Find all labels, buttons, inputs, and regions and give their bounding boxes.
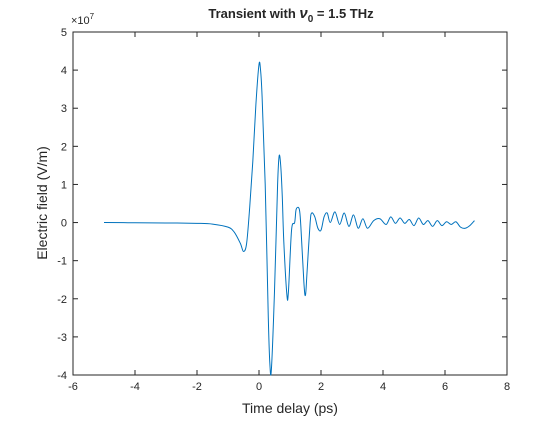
title-symbol: ν	[299, 5, 308, 22]
title-main: Transient with	[208, 6, 299, 21]
y-exponent-base: ×10	[71, 15, 90, 27]
x-tick-label: 0	[256, 381, 262, 393]
y-tick-label: 0	[61, 218, 67, 230]
series-line	[103, 61, 475, 376]
x-tick-label: 8	[504, 381, 510, 393]
y-tick-label: -2	[57, 294, 67, 306]
x-tick-label: 6	[442, 381, 448, 393]
x-tick-label: -6	[68, 381, 78, 393]
x-tick-label: 2	[318, 381, 324, 393]
y-tick-label: -4	[57, 370, 67, 382]
y-tick-label: 5	[61, 27, 67, 39]
x-tick-label: -2	[192, 381, 202, 393]
y-tick-label: 2	[61, 141, 67, 153]
chart-title: Transient with ν0 = 1.5 THz	[208, 5, 374, 25]
x-axis-label: Time delay (ps)	[242, 400, 338, 416]
y-tick-label: 4	[61, 65, 67, 77]
x-tick-label: 4	[380, 381, 386, 393]
title-subscript: 0	[308, 14, 314, 25]
y-tick-label: -3	[57, 332, 67, 344]
plot-area	[72, 31, 508, 376]
y-exponent-power: 7	[90, 12, 95, 21]
y-exponent-label: ×107	[71, 12, 95, 27]
data-layer	[103, 61, 475, 376]
y-axis-label: Electric field (V/m)	[34, 146, 50, 260]
x-tick-label: -4	[130, 381, 140, 393]
y-tick-label: 1	[61, 179, 67, 191]
title-rest: = 1.5 THz	[313, 6, 374, 21]
y-tick-label: 3	[61, 103, 67, 115]
y-tick-label: -1	[57, 256, 67, 268]
